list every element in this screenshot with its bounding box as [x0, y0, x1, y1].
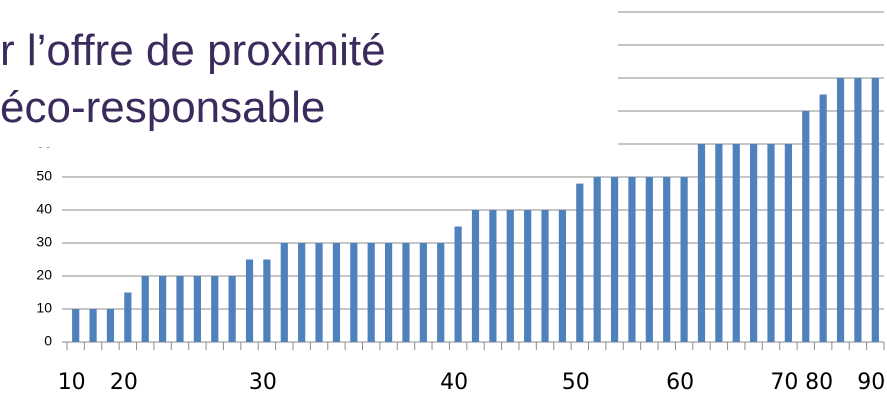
- bar: [767, 144, 775, 342]
- y-tick-label: 20: [36, 267, 52, 283]
- bar: [628, 177, 636, 342]
- bar: [298, 243, 306, 342]
- bar: [124, 292, 132, 342]
- bar: [750, 144, 758, 342]
- bar: [141, 276, 149, 342]
- bar: [280, 243, 288, 342]
- x-tick-label: 60: [666, 370, 694, 395]
- bar: [159, 276, 167, 342]
- x-tick-label: 20: [110, 370, 138, 395]
- y-tick-label: 10: [36, 300, 52, 316]
- bar: [680, 177, 688, 342]
- bar: [350, 243, 358, 342]
- bar: [593, 177, 601, 342]
- bar: [558, 210, 567, 342]
- bar: [854, 78, 862, 342]
- y-tick-label: 0: [44, 333, 52, 349]
- title-line: r l’offre de proximité: [0, 26, 386, 75]
- x-tick-label: 80: [805, 370, 833, 395]
- bar: [263, 259, 271, 342]
- bar: [732, 144, 740, 342]
- y-tick-label: 30: [36, 234, 52, 250]
- x-tick-label: 10: [58, 370, 86, 395]
- bar: [332, 243, 341, 342]
- bar: [402, 243, 410, 342]
- bar: [106, 309, 115, 342]
- bar: [193, 276, 201, 342]
- bar: [541, 210, 549, 342]
- bar: [245, 259, 254, 342]
- bar: [697, 144, 706, 342]
- bar: [437, 243, 445, 342]
- bar: [315, 243, 323, 342]
- bar: [454, 226, 462, 342]
- bar: [176, 276, 184, 342]
- bar: [72, 309, 80, 342]
- bar: [211, 276, 219, 342]
- bar: [819, 94, 827, 342]
- bar: [228, 276, 236, 342]
- bar: [419, 243, 427, 342]
- bar: [89, 309, 97, 342]
- title-box: [0, 0, 618, 147]
- bar: [836, 78, 845, 342]
- y-tick-label: 40: [36, 201, 52, 217]
- bar: [384, 243, 393, 342]
- bar: [645, 177, 653, 342]
- x-tick-label: 90: [857, 370, 885, 395]
- title-line: éco-responsable: [0, 83, 325, 132]
- x-tick-label: 70: [770, 370, 798, 395]
- bar: [506, 210, 514, 342]
- bar: [802, 111, 810, 342]
- bar: [367, 243, 375, 342]
- bar: [871, 78, 879, 342]
- bar: [524, 210, 532, 342]
- bar: [471, 210, 480, 342]
- bar: [489, 210, 497, 342]
- bar: [576, 183, 584, 342]
- x-tick-label: 40: [440, 370, 468, 395]
- x-tick-label: 30: [249, 370, 277, 395]
- bar: [784, 144, 792, 342]
- bar: [663, 177, 671, 342]
- y-tick-label: 50: [36, 168, 52, 184]
- x-tick-label: 50: [562, 370, 590, 395]
- bar: [715, 144, 723, 342]
- bar: [610, 177, 619, 342]
